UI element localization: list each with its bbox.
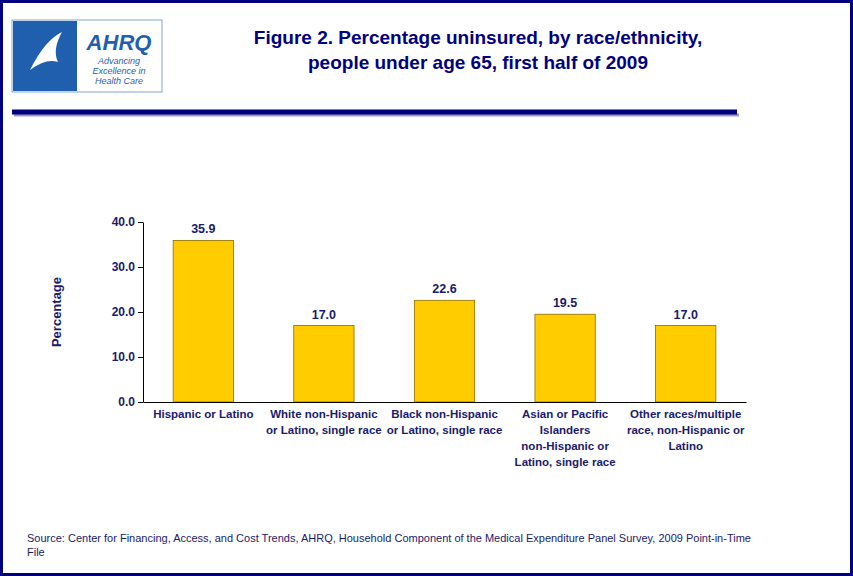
x-tick: Hispanic or Latino	[153, 402, 253, 420]
y-tick-mark	[138, 312, 143, 313]
x-axis-line	[144, 402, 747, 403]
bar	[414, 300, 474, 402]
text-line: Latino, single race	[515, 456, 616, 468]
source: Source: Center for Financing, Access, an…	[27, 532, 751, 558]
bar	[294, 326, 354, 403]
rule	[12, 110, 737, 115]
title: people under age 65, first half of 2009	[308, 52, 648, 73]
bar	[656, 326, 716, 403]
text-line: race, non-Hispanic or	[627, 424, 745, 436]
x-tick-label: Other races/multiple race, non-Hispanic o…	[627, 408, 745, 452]
y-tick-mark	[138, 402, 143, 403]
y-tick: 40.0	[112, 215, 143, 229]
x-tick-label: Hispanic or Latino	[153, 408, 253, 420]
y-tick-label: 30.0	[112, 260, 136, 274]
logo-tagline: AdvancingExcellence inHealth Care	[92, 56, 145, 86]
data-labels: 35.9 17.0 22.6 19.5 17.0	[191, 222, 698, 321]
data-label: 22.6	[432, 282, 456, 296]
text-line: Asian or Pacific	[522, 408, 609, 420]
y-tick: 0.0	[118, 395, 143, 409]
logo-name: AHRQ	[86, 30, 152, 55]
y-tick: 10.0	[112, 350, 143, 364]
text-line: Latino	[668, 440, 703, 452]
bars	[173, 240, 716, 402]
data-label: 17.0	[674, 308, 698, 322]
y-tick: 20.0	[112, 305, 143, 319]
text-line: Hispanic or Latino	[153, 408, 253, 420]
text-line: Other races/multiple	[630, 408, 741, 420]
text-line: File	[27, 546, 45, 558]
data-label: 19.5	[553, 296, 577, 310]
bar	[535, 314, 595, 402]
y-tick-mark	[138, 267, 143, 268]
chart: AHRQAdvancingExcellence inHealth Care Fig…	[0, 0, 853, 576]
text-line: Health Care	[95, 76, 143, 86]
text-line: or Latino, single race	[387, 424, 503, 436]
x-tick: Other races/multiple race, non-Hispanic o…	[627, 402, 745, 452]
title: Figure 2. Percentage uninsured, by race/…	[254, 27, 702, 48]
y-tick: 30.0	[112, 260, 143, 274]
text-line: Source: Center for Financing, Access, an…	[27, 532, 751, 544]
x-tick-label: White non-Hispanic or Latino, single race	[266, 408, 382, 436]
x-tick: White non-Hispanic or Latino, single race	[266, 402, 382, 436]
x-axis: Hispanic or Latino White non-Hispanic or L…	[144, 402, 747, 468]
data-label: 35.9	[191, 222, 215, 236]
y-tick-mark	[138, 222, 143, 223]
y-tick-label: 0.0	[118, 395, 135, 409]
logo-box	[12, 20, 162, 92]
data-label: 17.0	[312, 308, 336, 322]
y-tick-label: 10.0	[112, 350, 136, 364]
x-tick: Black non-Hispanic or Latino, single race	[387, 402, 503, 436]
text-line: Excellence in	[92, 66, 145, 76]
text-line: or Latino, single race	[266, 424, 382, 436]
y-axis: 0.0 10.0 20.0 30.0 40.0	[112, 215, 144, 409]
x-tick: Asian or Pacific Islanders non-Hispanic or…	[515, 402, 616, 468]
text-line: non-Hispanic or	[521, 440, 609, 452]
x-tick-label: Black non-Hispanic or Latino, single race	[387, 408, 503, 436]
bar	[173, 240, 233, 402]
x-tick-label: Asian or Pacific Islanders non-Hispanic or…	[515, 408, 616, 468]
logo-seal	[13, 21, 77, 91]
y-axis-line	[143, 223, 144, 403]
y-tick-label: 20.0	[112, 305, 136, 319]
y-tick-mark	[138, 357, 143, 358]
frame	[2, 2, 852, 575]
text-line: Islanders	[540, 424, 591, 436]
text-line: Advancing	[97, 56, 140, 66]
y-tick-label: 40.0	[112, 215, 136, 229]
text-line: White non-Hispanic	[270, 408, 378, 420]
y-axis-title: Percentage	[49, 277, 64, 347]
text-line: Black non-Hispanic	[391, 408, 498, 420]
logo-eagle	[30, 32, 62, 70]
logo: AHRQAdvancingExcellence inHealth Care	[12, 20, 162, 92]
